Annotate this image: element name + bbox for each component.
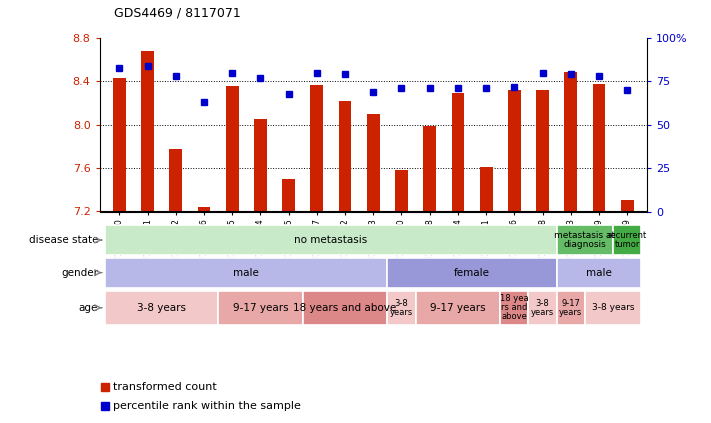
Bar (105, 291, 218, 324)
Bar (395, 170, 408, 212)
Bar (416, 291, 501, 324)
Bar (387, 258, 557, 288)
Text: GDS4469 / 8117071: GDS4469 / 8117071 (114, 6, 240, 19)
Text: metastasis at
diagnosis: metastasis at diagnosis (555, 231, 616, 249)
Bar (218, 291, 303, 324)
Text: transformed count: transformed count (113, 382, 217, 392)
Bar (557, 258, 641, 288)
Text: 18 yea
rs and
above: 18 yea rs and above (500, 294, 529, 321)
Bar (105, 225, 557, 255)
Bar (557, 291, 585, 324)
Text: age: age (79, 303, 98, 313)
Bar (557, 225, 613, 255)
Bar (501, 291, 528, 324)
Bar (105, 258, 387, 288)
Bar (528, 291, 557, 324)
Text: male: male (586, 268, 612, 277)
Text: 9-17 years: 9-17 years (232, 303, 288, 313)
Bar (338, 101, 351, 212)
Text: female: female (454, 268, 490, 277)
Bar (451, 93, 464, 212)
Bar (169, 148, 182, 212)
Text: 3-8
years: 3-8 years (390, 299, 413, 317)
Bar (303, 291, 387, 324)
Text: gender: gender (61, 268, 98, 277)
Bar (254, 119, 267, 212)
Bar (141, 51, 154, 212)
Bar (585, 291, 641, 324)
Text: recurrent
tumor: recurrent tumor (608, 231, 647, 249)
Bar (423, 126, 436, 212)
Text: 3-8 years: 3-8 years (592, 303, 634, 312)
Bar (198, 207, 210, 212)
Bar (226, 86, 238, 212)
Bar (113, 78, 126, 212)
Text: 18 years and above: 18 years and above (294, 303, 397, 313)
Bar (508, 90, 520, 212)
Bar (387, 291, 416, 324)
Text: 9-17
years: 9-17 years (559, 299, 582, 317)
Bar (282, 179, 295, 212)
Bar (311, 85, 324, 212)
Bar (367, 114, 380, 212)
Text: 9-17 years: 9-17 years (430, 303, 486, 313)
Bar (536, 90, 549, 212)
Text: percentile rank within the sample: percentile rank within the sample (113, 401, 301, 411)
Text: 3-8
years: 3-8 years (531, 299, 554, 317)
Text: 3-8 years: 3-8 years (137, 303, 186, 313)
Bar (613, 225, 641, 255)
Text: no metastasis: no metastasis (294, 235, 368, 245)
Bar (480, 167, 493, 212)
Text: male: male (233, 268, 260, 277)
Text: disease state: disease state (28, 235, 98, 245)
Bar (593, 84, 605, 212)
Bar (621, 200, 634, 212)
Bar (565, 71, 577, 212)
